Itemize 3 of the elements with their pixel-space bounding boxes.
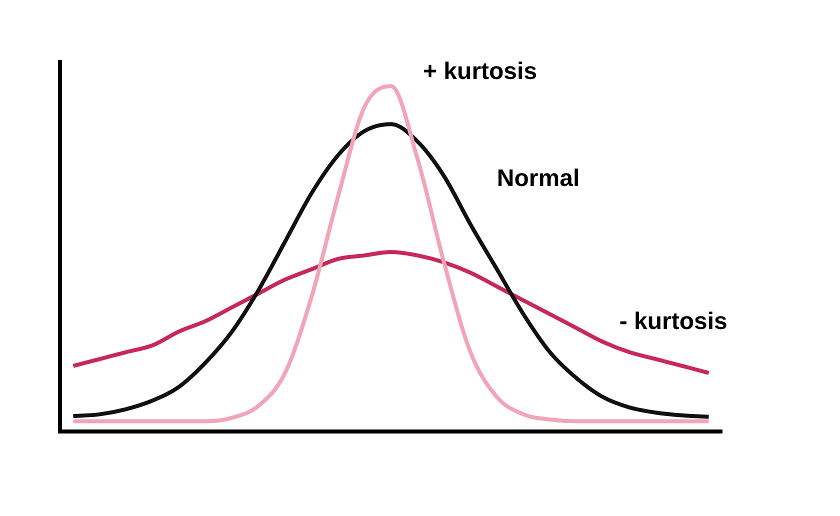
series-label: Normal — [496, 164, 580, 192]
series-label: - kurtosis — [619, 308, 728, 335]
series-label: + kurtosis — [423, 58, 538, 85]
